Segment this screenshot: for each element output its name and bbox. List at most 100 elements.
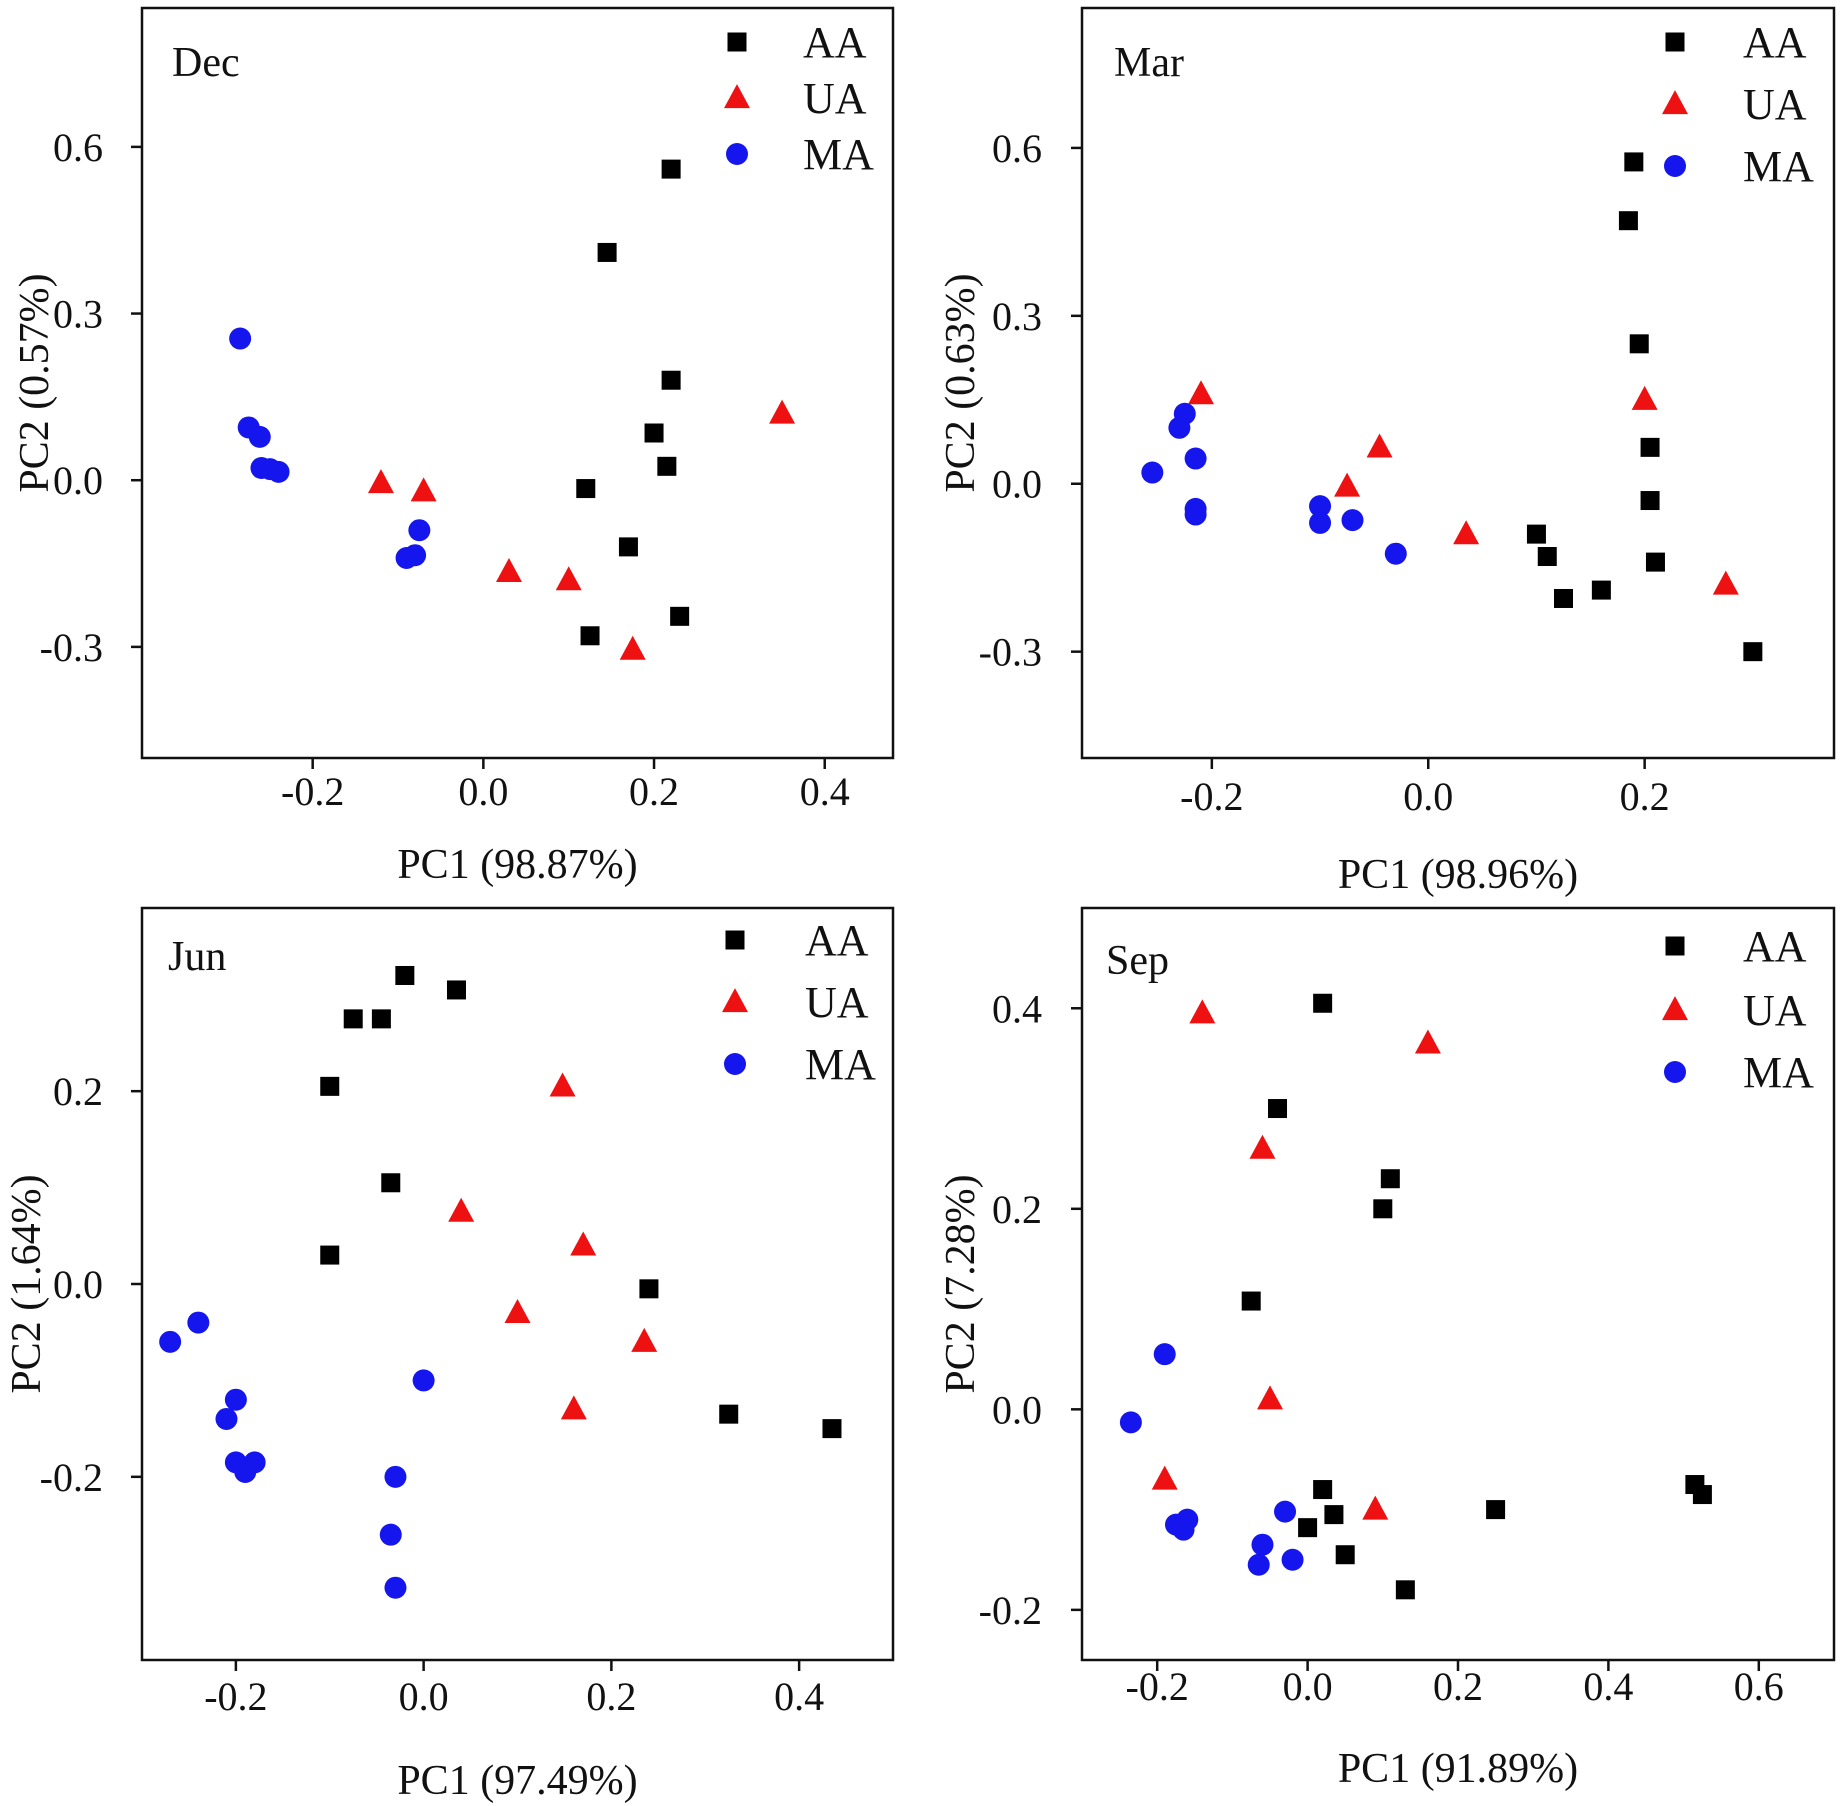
- data-point-aa: [320, 1076, 340, 1096]
- data-point-ua: [549, 1072, 576, 1097]
- data-point-ua: [1189, 999, 1216, 1024]
- x-tick-label: 0.4: [800, 769, 850, 814]
- panel-jun: -0.2 0.0 0.2 0.4 -0.2 0.0 0.2 PC1 (97.49%) PC2 (…: [4, 906, 895, 1804]
- panel-label: Dec: [172, 40, 240, 86]
- legend-label-ua: UA: [1743, 986, 1807, 1035]
- legend-label-ua: UA: [1743, 80, 1807, 129]
- data-point-ua: [619, 635, 646, 660]
- data-point-ma: [1168, 416, 1191, 439]
- x-tick-label: 0.2: [1620, 774, 1670, 819]
- legend-label-ua: UA: [803, 74, 867, 123]
- series-ma: [1119, 1343, 1304, 1576]
- legend-marker-ua: [724, 84, 750, 109]
- legend-marker-ma: [724, 1053, 746, 1075]
- data-point-aa: [1313, 1480, 1333, 1500]
- data-point-aa: [618, 537, 638, 557]
- series-aa: [1526, 152, 1763, 662]
- legend-marker-ua: [1662, 996, 1688, 1021]
- x-tick-label: 0.0: [458, 769, 508, 814]
- series-aa: [320, 965, 842, 1439]
- data-point-aa: [343, 1009, 363, 1029]
- plot-frame: [140, 6, 895, 760]
- data-point-ma: [215, 1407, 238, 1430]
- series-ua: [1188, 380, 1739, 595]
- data-point-ma: [1281, 1548, 1304, 1571]
- data-point-ua: [1362, 1495, 1389, 1520]
- data-point-ua: [1366, 433, 1393, 458]
- data-point-ua: [560, 1395, 587, 1420]
- data-point-aa: [1640, 437, 1660, 457]
- data-point-ua: [631, 1327, 658, 1352]
- legend: AA UA MA: [722, 916, 876, 1089]
- data-point-ua: [1188, 380, 1215, 405]
- y-axis-title: PC2 (0.63%): [938, 273, 984, 492]
- x-tick-label: 0.6: [1734, 1664, 1784, 1709]
- y-tick-label: 0.0: [53, 458, 103, 503]
- y-tick-label: 0.3: [992, 294, 1042, 339]
- series-aa: [1241, 993, 1712, 1600]
- data-point-aa: [1486, 1500, 1506, 1520]
- x-tick-label: 0.2: [629, 769, 679, 814]
- data-point-ma: [1251, 1533, 1274, 1556]
- data-point-aa: [661, 159, 681, 179]
- data-point-aa: [1618, 211, 1638, 231]
- x-axis-title: PC1 (97.49%): [397, 1758, 637, 1804]
- x-axis-title: PC1 (98.87%): [397, 842, 637, 888]
- data-point-aa: [661, 370, 681, 390]
- y-axis-title: PC2 (0.57%): [12, 273, 58, 492]
- panel-dec: -0.2 0.0 0.2 0.4 -0.3 0.0 0.3 0.6 PC1 (98.87%) PC…: [12, 6, 895, 888]
- data-point-ua: [1249, 1134, 1276, 1159]
- y-tick-label: 0.0: [992, 1387, 1042, 1432]
- data-point-ma: [384, 1576, 407, 1599]
- data-point-aa: [381, 1173, 401, 1193]
- data-point-aa: [822, 1419, 842, 1439]
- legend-marker-ma: [726, 143, 748, 165]
- panel-mar: -0.2 0.0 0.2 -0.3 0.0 0.3 0.6 PC1 (98.96%) PC2 (…: [938, 6, 1836, 898]
- data-point-ma: [1172, 1518, 1195, 1541]
- data-point-ua: [495, 557, 522, 582]
- series-ua: [448, 1072, 658, 1420]
- data-point-ua: [1712, 570, 1739, 595]
- data-point-ma: [1184, 447, 1207, 470]
- plot-frame: [140, 906, 895, 1662]
- legend-marker-ma: [1664, 155, 1686, 177]
- data-point-aa: [1537, 547, 1557, 567]
- data-point-aa: [320, 1245, 340, 1265]
- data-point-ua: [1453, 520, 1480, 545]
- data-point-aa: [1335, 1545, 1355, 1565]
- data-point-ua: [448, 1197, 475, 1222]
- y-tick-label: 0.2: [992, 1187, 1042, 1232]
- legend-marker-ma: [1664, 1061, 1686, 1083]
- data-point-ma: [1341, 509, 1364, 532]
- data-point-aa: [1629, 334, 1649, 354]
- data-point-ma: [1274, 1500, 1297, 1523]
- data-point-aa: [371, 1009, 391, 1029]
- x-tick-label: 0.2: [586, 1674, 636, 1719]
- y-tick-label: 0.3: [53, 292, 103, 337]
- legend-label-ma: MA: [803, 130, 874, 179]
- panel-label: Jun: [168, 934, 226, 980]
- series-ua: [1151, 999, 1441, 1520]
- x-tick-label: 0.4: [1583, 1664, 1633, 1709]
- data-point-aa: [1591, 580, 1611, 600]
- x-tick-label: -0.2: [281, 769, 344, 814]
- y-tick-label: 0.0: [992, 462, 1042, 507]
- data-point-aa: [1743, 642, 1763, 662]
- data-point-aa: [1526, 524, 1546, 544]
- x-tick-label: 0.4: [774, 1674, 824, 1719]
- data-point-ma: [1119, 1411, 1142, 1434]
- x-axis-title: PC1 (98.96%): [1338, 852, 1578, 898]
- data-point-ma: [1141, 461, 1164, 484]
- data-point-ma: [1184, 503, 1207, 526]
- legend-marker-aa: [725, 930, 745, 950]
- data-point-aa: [670, 606, 690, 626]
- data-point-aa: [1324, 1505, 1344, 1525]
- series-ua: [367, 399, 796, 660]
- data-point-ma: [384, 1465, 407, 1488]
- x-tick-label: 0.0: [1403, 774, 1453, 819]
- legend-label-aa: AA: [805, 916, 869, 965]
- data-point-aa: [446, 980, 466, 1000]
- data-point-ma: [159, 1330, 182, 1353]
- data-point-aa: [597, 242, 617, 262]
